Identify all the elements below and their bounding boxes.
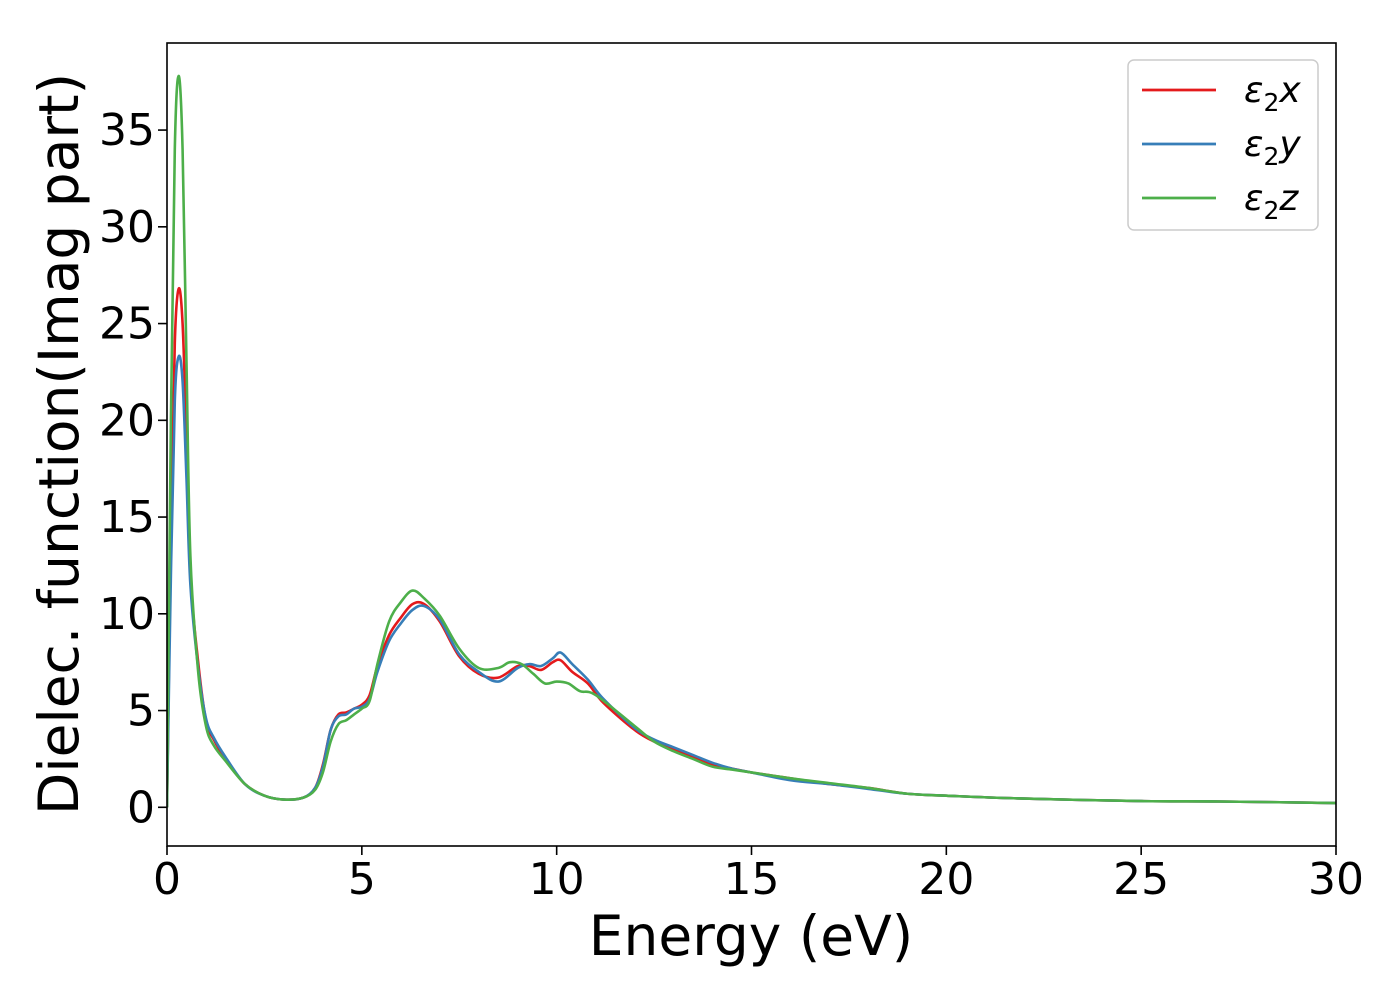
- x-tick-label: 15: [724, 854, 780, 905]
- x-tick-label: 25: [1113, 854, 1169, 905]
- y-axis-title: Dielec. function(Imag part): [27, 73, 91, 815]
- legend-box: [1127, 59, 1319, 231]
- y-tick-label: 5: [127, 686, 155, 737]
- y-tick-label: 20: [99, 395, 155, 446]
- x-tick-label: 0: [153, 854, 181, 905]
- x-axis-ticks: 0 5 10 15 20 25 30: [153, 846, 1364, 905]
- legend-label: ε2x: [1244, 70, 1301, 117]
- x-tick-label: 20: [918, 854, 974, 905]
- y-tick-label: 35: [99, 105, 155, 156]
- y-axis-ticks: 0 5 10 15 20 25 30 35: [99, 105, 167, 833]
- y-tick-label: 15: [99, 492, 155, 543]
- y-tick-label: 0: [127, 782, 155, 833]
- legend: ε2x ε2y ε2z: [1127, 59, 1319, 231]
- y-tick-label: 25: [99, 299, 155, 350]
- series-line-3: [167, 74, 1336, 808]
- legend-label: ε2z: [1244, 178, 1299, 225]
- series-layer: [167, 74, 1336, 808]
- y-tick-label: 30: [99, 202, 155, 253]
- x-tick-label: 30: [1308, 854, 1364, 905]
- y-tick-label: 10: [99, 589, 155, 640]
- x-axis-title: Energy (eV): [589, 904, 913, 968]
- x-tick-label: 5: [348, 854, 376, 905]
- x-tick-label: 10: [529, 854, 585, 905]
- legend-label: ε2y: [1244, 124, 1301, 171]
- legend-items: ε2x ε2y ε2z: [1142, 70, 1301, 225]
